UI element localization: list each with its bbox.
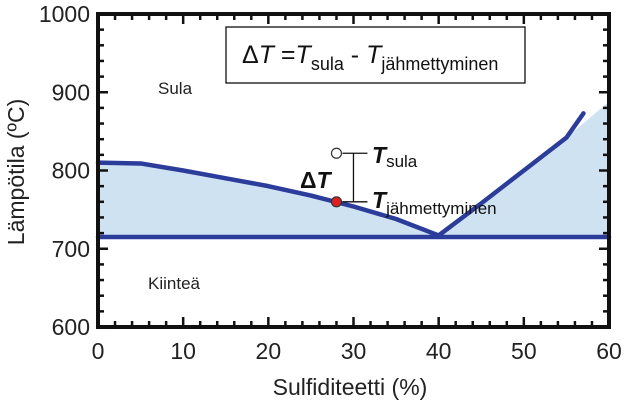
x-tick-label: 60 bbox=[596, 338, 622, 364]
y-tick-label: 700 bbox=[52, 236, 90, 262]
delta-t-bracket bbox=[342, 152, 368, 203]
x-tick-label: 20 bbox=[256, 338, 282, 364]
point-t-sula bbox=[330, 147, 343, 159]
formula-sub-jah: jähmettyminen bbox=[380, 54, 498, 74]
series-line-1 bbox=[95, 160, 441, 238]
formula-box bbox=[225, 26, 526, 84]
formula-sub-sula: sula bbox=[311, 54, 345, 74]
t-jah-letter: T bbox=[372, 187, 388, 213]
x-tick-label: 40 bbox=[426, 338, 452, 364]
region-label-solid: Kiinteä bbox=[148, 274, 201, 293]
x-tick-label: 0 bbox=[92, 338, 105, 364]
y-tick-label: 800 bbox=[52, 158, 90, 184]
y-tick-label: 1000 bbox=[39, 1, 90, 27]
tick-labels-layer: 0 10 20 30 40 50 60 600 700 800 900 1000 bbox=[39, 1, 622, 364]
formula-minus: - bbox=[344, 41, 366, 69]
formula-t2: T bbox=[296, 41, 313, 69]
delta-t-letter: T bbox=[317, 167, 333, 193]
formula-t3: T bbox=[366, 41, 383, 69]
x-tick-label: 50 bbox=[511, 338, 537, 364]
delta-symbol: Δ bbox=[300, 167, 317, 193]
y-tick-label: 600 bbox=[52, 314, 90, 340]
x-axis-title: Sulfiditeetti (%) bbox=[273, 374, 428, 400]
t-jah-sub: jähmettyminen bbox=[385, 199, 497, 218]
formula-delta: Δ bbox=[242, 41, 259, 69]
ticks-layer bbox=[96, 12, 611, 329]
point-t-jahmettyminen bbox=[330, 196, 343, 208]
y-axis-title: Lämpötila (ºC) bbox=[3, 99, 29, 245]
y-tick-label: 900 bbox=[52, 79, 90, 105]
region-label-liquid: Sula bbox=[158, 79, 193, 98]
x-tick-label: 10 bbox=[170, 338, 196, 364]
t-sula-label: Tsula bbox=[372, 142, 418, 171]
x-tick-label: 30 bbox=[341, 338, 367, 364]
formula-eq: = bbox=[274, 41, 296, 69]
formula-t: T bbox=[259, 41, 276, 69]
t-sula-letter: T bbox=[372, 142, 388, 168]
points-layer bbox=[330, 147, 343, 208]
t-jah-label: Tjähmettyminen bbox=[372, 187, 497, 218]
formula-text: ΔT =Tsula - Tjähmettyminen bbox=[242, 41, 498, 74]
delta-t-label: ΔT bbox=[300, 167, 333, 193]
t-sula-sub: sula bbox=[386, 152, 418, 171]
series-layer bbox=[95, 111, 612, 240]
series-line-2 bbox=[436, 111, 586, 238]
mushy-zone-shading bbox=[98, 101, 609, 238]
